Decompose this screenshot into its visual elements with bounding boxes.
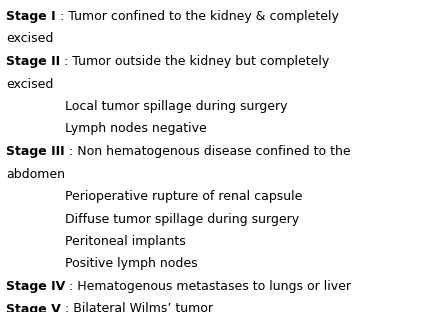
Text: : Tumor confined to the kidney & completely: : Tumor confined to the kidney & complet… [56,10,339,23]
Text: excised: excised [6,77,53,90]
Text: Perioperative rupture of renal capsule: Perioperative rupture of renal capsule [65,190,302,203]
Text: : Bilateral Wilms’ tumor: : Bilateral Wilms’ tumor [61,303,213,312]
Text: Local tumor spillage during surgery: Local tumor spillage during surgery [65,100,288,113]
Text: Peritoneal implants: Peritoneal implants [65,235,186,248]
Text: Lymph nodes negative: Lymph nodes negative [65,123,207,135]
Text: : Tumor outside the kidney but completely: : Tumor outside the kidney but completel… [60,55,329,68]
Text: Stage II: Stage II [6,55,60,68]
Text: : Hematogenous metastases to lungs or liver: : Hematogenous metastases to lungs or li… [65,280,351,293]
Text: excised: excised [6,32,53,46]
Text: Positive lymph nodes: Positive lymph nodes [65,257,198,271]
Text: abdomen: abdomen [6,168,65,181]
Text: Stage V: Stage V [6,303,61,312]
Text: Stage III: Stage III [6,145,65,158]
Text: Diffuse tumor spillage during surgery: Diffuse tumor spillage during surgery [65,212,299,226]
Text: Stage IV: Stage IV [6,280,65,293]
Text: : Non hematogenous disease confined to the: : Non hematogenous disease confined to t… [65,145,350,158]
Text: Stage I: Stage I [6,10,56,23]
